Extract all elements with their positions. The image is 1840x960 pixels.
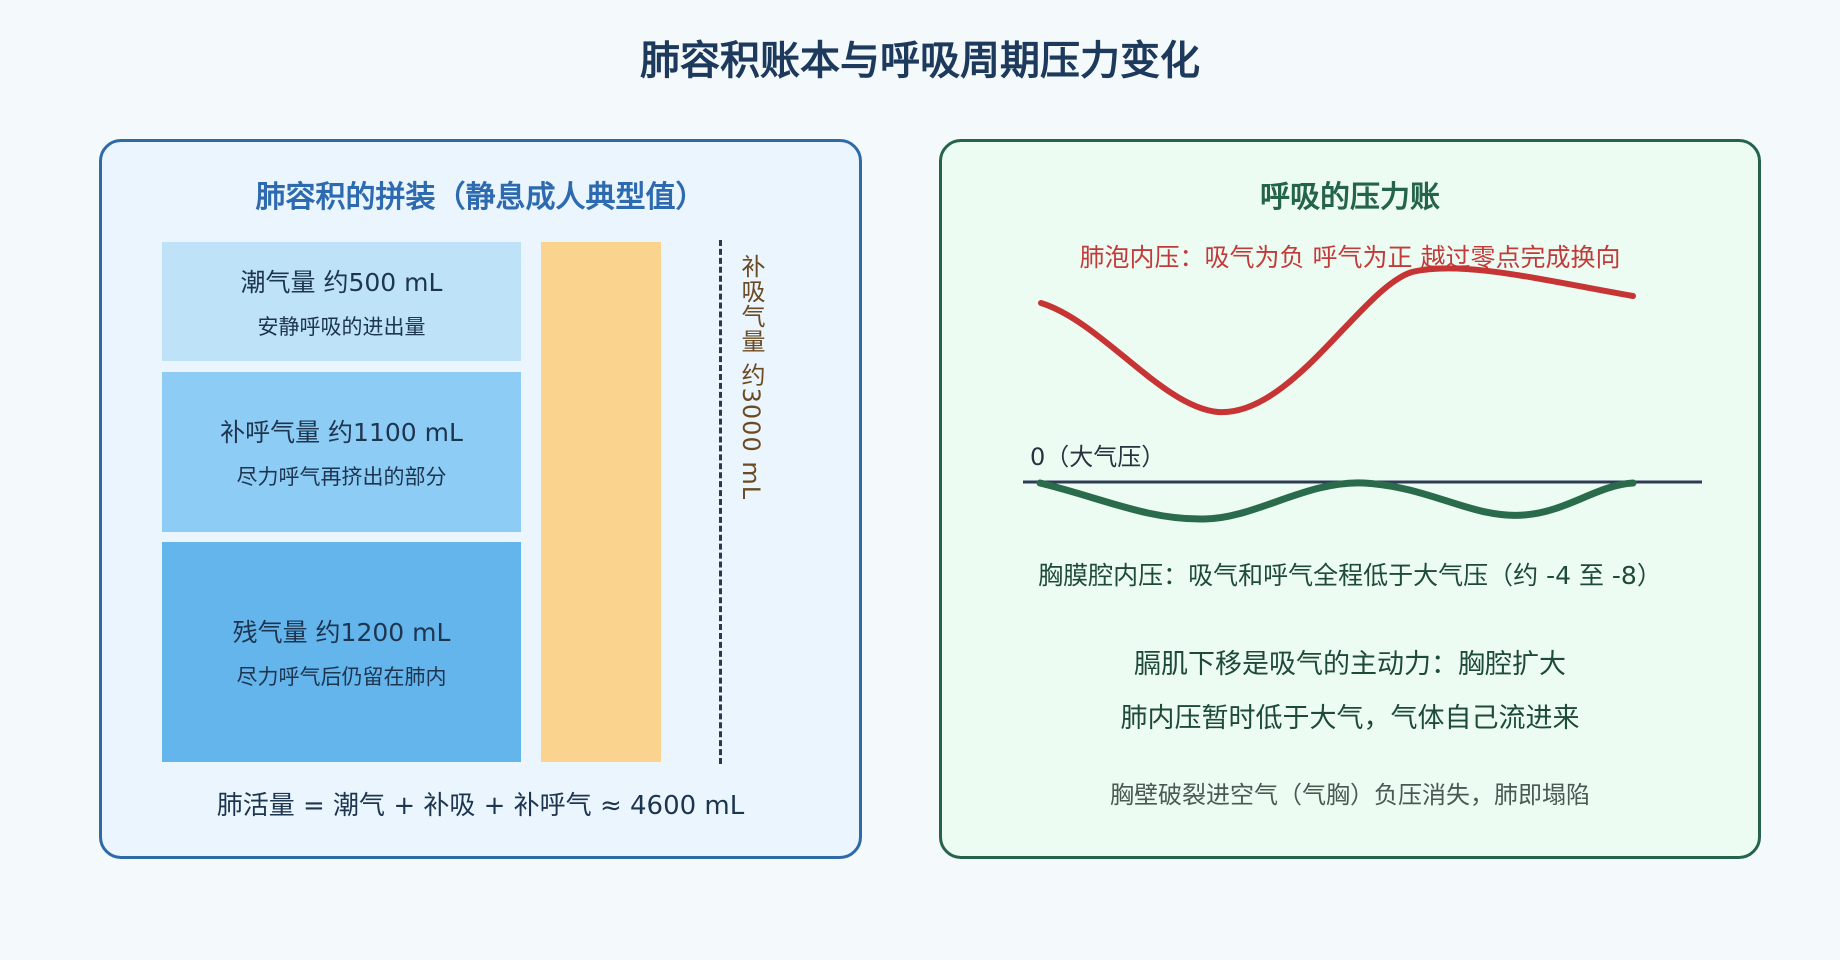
inspiratory-reserve-label: 补吸气量 约3000 mL [737,254,765,501]
pneumothorax-note: 胸壁破裂进空气（气胸）负压消失，肺即塌陷 [1110,781,1590,809]
pressure-panel: 呼吸的压力账 肺泡内压：吸气为负 呼气为正 越过零点完成换向 0（大气压） 胸膜… [939,139,1761,859]
tidal-volume-block: 潮气量 约500 mL 安静呼吸的进出量 [162,242,521,361]
expiratory-reserve-label: 补呼气量 约1100 mL [220,418,463,447]
diaphragm-note: 膈肌下移是吸气的主动力：胸腔扩大 [1134,649,1566,680]
tidal-volume-label: 潮气量 约500 mL [240,267,443,297]
expiratory-reserve-desc: 尽力呼气再挤出的部分 [236,465,447,489]
inspiratory-reserve-block [541,242,661,762]
tidal-volume-desc: 安静呼吸的进出量 [257,314,426,339]
lung-volume-panel: 肺容积的拼装（静息成人典型值） 潮气量 约500 mL 安静呼吸的进出量 补呼气… [99,139,862,859]
lung-volume-panel-title: 肺容积的拼装（静息成人典型值） [255,180,706,215]
alveolar-pressure-curve [1038,265,1636,416]
expiratory-reserve-block: 补呼气量 约1100 mL 尽力呼气再挤出的部分 [162,372,521,532]
inspiratory-reserve-bracket [719,240,722,764]
pleural-pressure-curve [1036,479,1637,523]
pressure-panel-title: 呼吸的压力账 [1260,180,1440,215]
pressure-curves: 0（大气压） [1023,265,1702,523]
airflow-note: 肺内压暂时低于大气，气体自己流进来 [1120,703,1580,734]
residual-volume-desc: 尽力呼气后仍留在肺内 [236,665,447,689]
vital-capacity-formula: 肺活量 = 潮气 + 补吸 + 补呼气 ≈ 4600 mL [216,791,745,821]
pleural-pressure-label: 胸膜腔内压：吸气和呼气全程低于大气压（约 -4 至 -8） [1038,561,1662,590]
zero-pressure-label: 0（大气压） [1030,443,1165,471]
residual-volume-block: 残气量 约1200 mL 尽力呼气后仍留在肺内 [162,542,521,762]
residual-volume-label: 残气量 约1200 mL [232,618,451,647]
page-title: 肺容积账本与呼吸周期压力变化 [640,38,1200,84]
alveolar-pressure-label: 肺泡内压：吸气为负 呼气为正 越过零点完成换向 [1079,243,1621,272]
